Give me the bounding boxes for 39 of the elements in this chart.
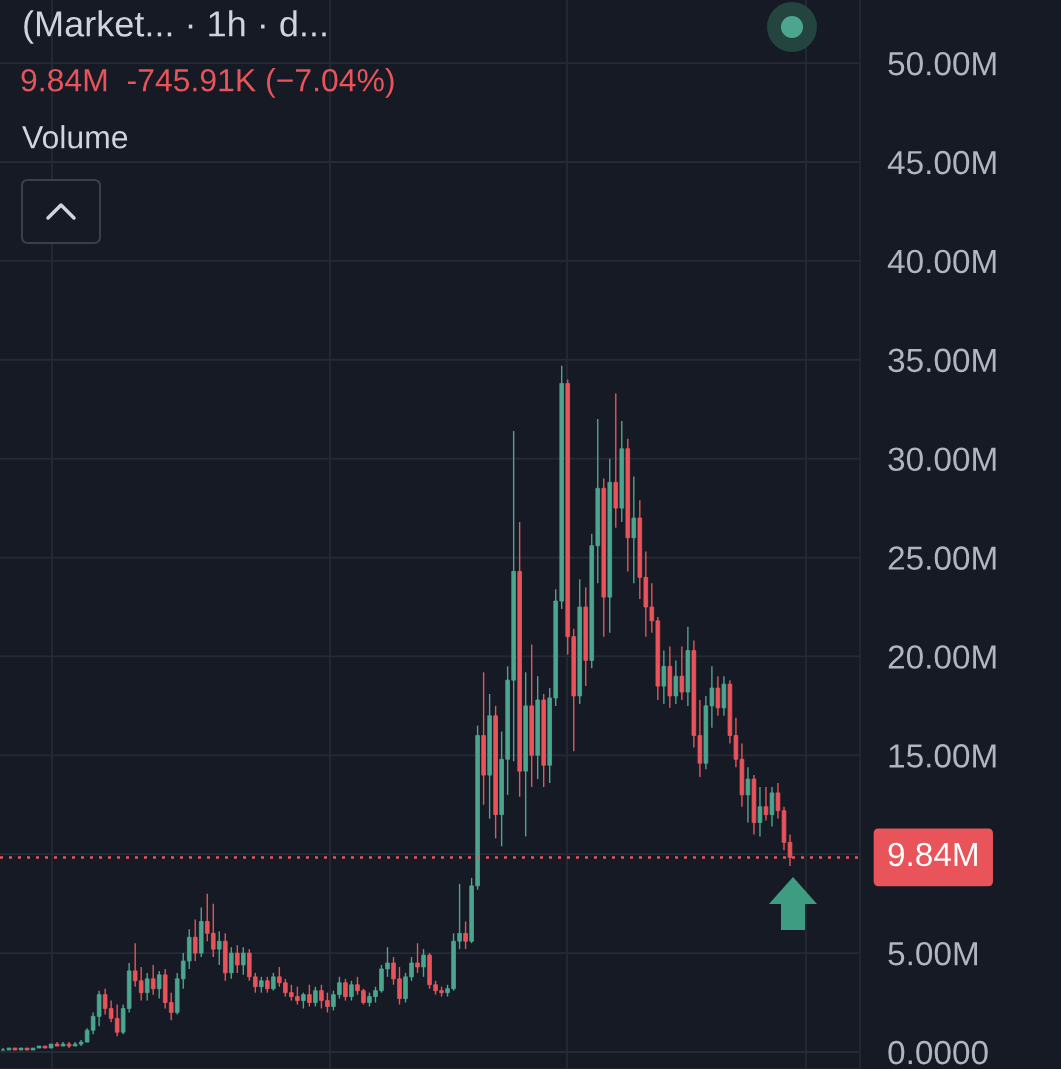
candlestick [463,920,468,950]
candlestick [763,786,769,822]
candlestick [661,649,667,705]
candlestick [673,659,679,705]
candlestick [144,972,150,1002]
candlestick [415,942,420,974]
chart-title: (Market... · 1h · d... [24,10,326,44]
candlestick [150,964,156,996]
candlestick [745,766,751,824]
y-tick-label: 5.00M [888,941,977,966]
y-tick-label: 45.00M [887,150,996,175]
y-tick-label: 15.00M [889,744,996,768]
ref-line-label: 9.84M [888,842,977,867]
candlestick [241,946,246,976]
candlestick [235,944,240,974]
candlestick [721,675,727,717]
candlestick [216,930,222,966]
y-tick-label: 25.00M [888,546,996,570]
candlestick [192,918,198,962]
candlestick [421,948,426,978]
candlestick [156,970,162,1000]
candlestick [313,986,318,1008]
y-tick-label: 20.00M [888,645,996,669]
candlestick [757,786,763,838]
candlestick [679,645,685,701]
candlestick [631,475,637,584]
candlestick [343,978,348,1002]
candlestick [715,675,721,717]
text: 9.84M -745.91K (−7.04%) [21,68,394,98]
y-tick-label: 0.0000 [888,1040,988,1065]
annotation: Volume [22,125,128,149]
y-tick-label: 50.00M [888,51,996,76]
y-tick-label: 40.00M [887,249,996,274]
candlestick [229,946,234,980]
candlestick [307,984,312,1008]
y-tick-label: 35.00M [888,348,996,373]
candlestick [349,980,354,1002]
y-tick-label: 30.00M [888,447,996,472]
candlestick [769,786,775,828]
